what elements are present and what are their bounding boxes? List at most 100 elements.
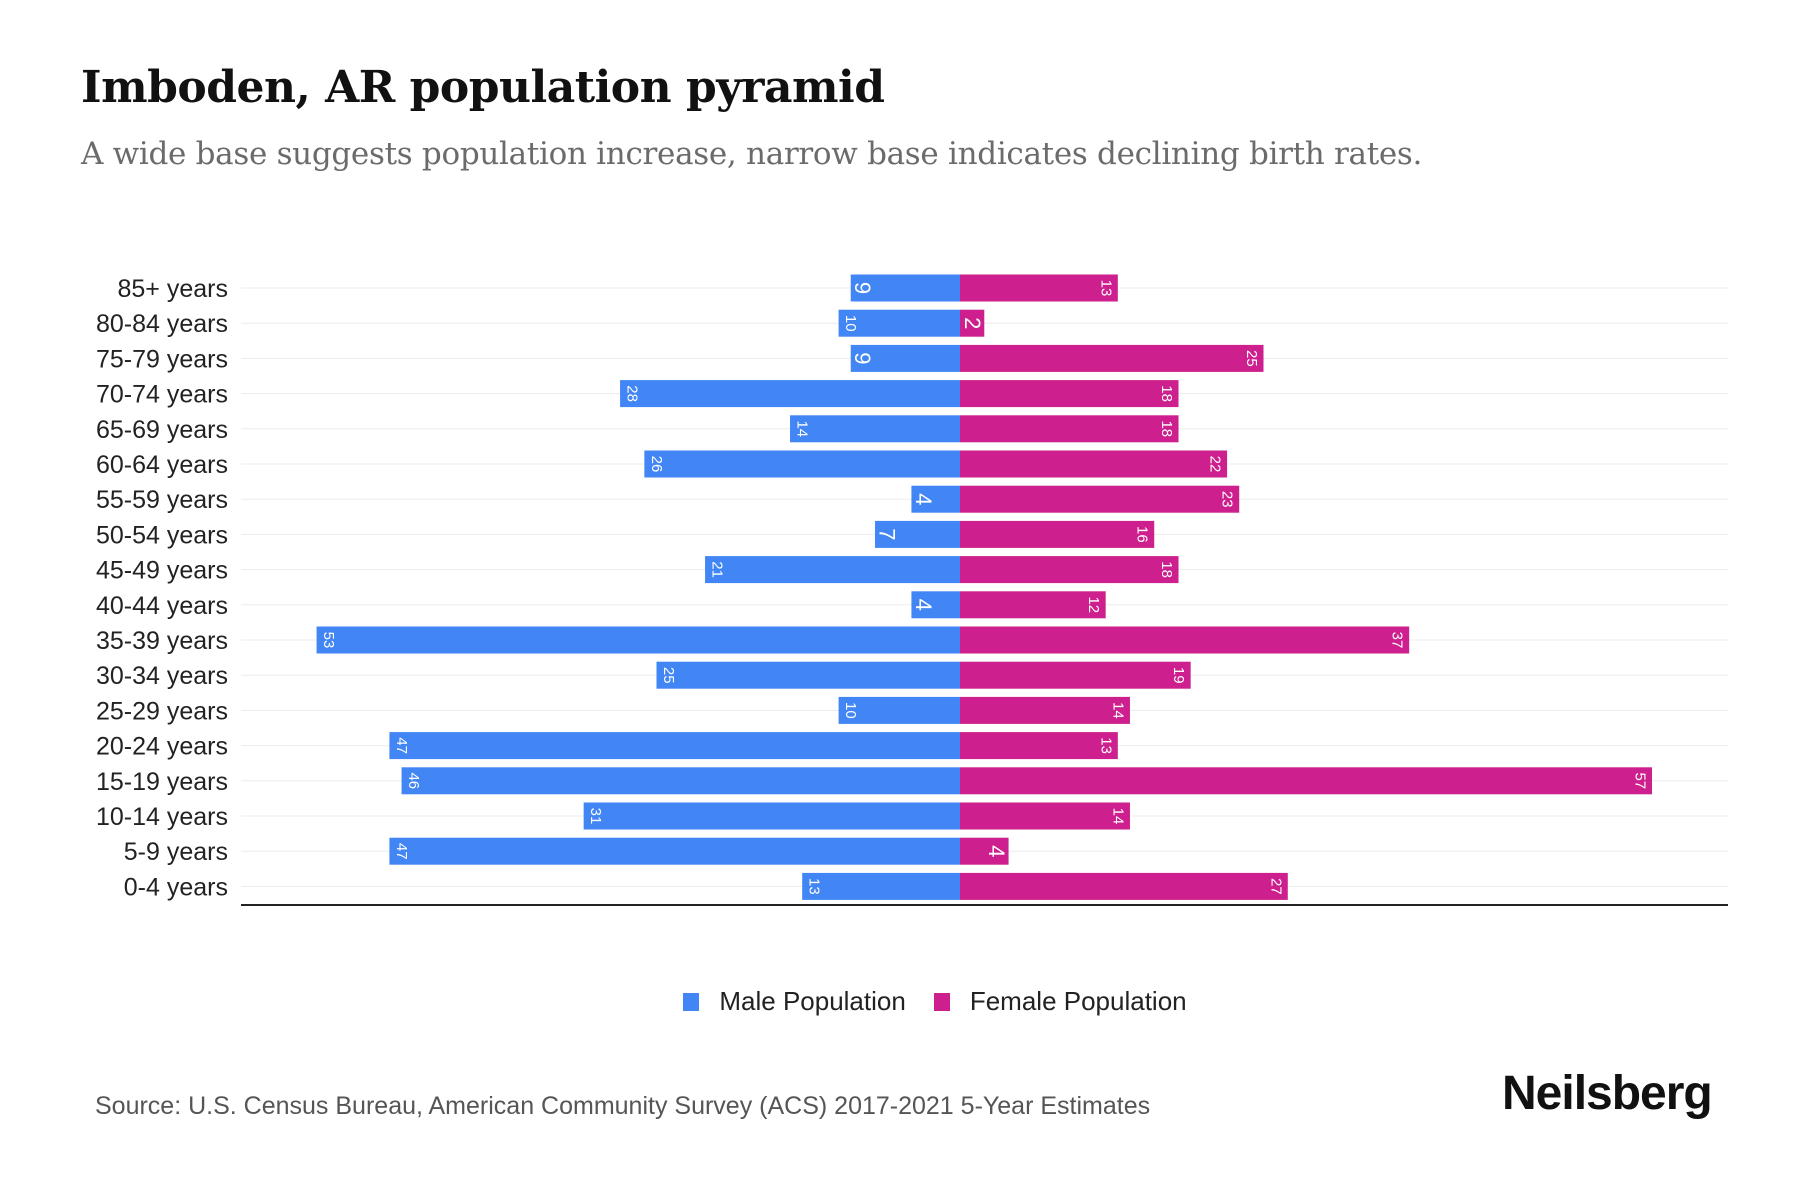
male-bar — [583, 802, 960, 830]
female-bar — [960, 767, 1652, 795]
male-value-label: 4 — [911, 599, 936, 611]
female-bar — [960, 274, 1118, 302]
female-bar — [960, 732, 1118, 760]
legend-item-male[interactable]: Male Population — [683, 986, 906, 1017]
female-value-label: 57 — [1631, 772, 1648, 789]
age-group-label: 0-4 years — [124, 873, 228, 901]
male-value-label: 47 — [393, 737, 410, 754]
age-group-label: 35-39 years — [96, 627, 228, 655]
male-value-label: 47 — [393, 843, 410, 860]
female-value-label: 2 — [960, 317, 985, 329]
neilsberg-logo: Neilsberg — [1502, 1067, 1713, 1120]
female-bar — [960, 380, 1179, 408]
female-value-label: 14 — [1109, 702, 1126, 719]
legend-item-female[interactable]: Female Population — [933, 986, 1187, 1017]
male-bar — [620, 380, 960, 408]
female-value-label: 22 — [1207, 456, 1224, 473]
female-bar — [960, 696, 1130, 724]
female-bar — [960, 450, 1228, 478]
legend-label-female: Female Population — [969, 986, 1187, 1016]
male-value-label: 10 — [842, 702, 859, 719]
male-bar — [389, 732, 960, 760]
age-group-label: 30-34 years — [96, 662, 228, 690]
age-group-label: 5-9 years — [124, 838, 228, 866]
male-value-label: 10 — [842, 315, 859, 332]
age-group-label: 75-79 years — [96, 345, 228, 373]
female-bar — [960, 837, 1009, 865]
female-value-label: 16 — [1134, 526, 1151, 543]
female-value-label: 13 — [1097, 737, 1114, 754]
source-note: Source: U.S. Census Bureau, American Com… — [95, 1092, 1151, 1120]
female-bar — [960, 485, 1240, 513]
female-value-label: 23 — [1219, 491, 1236, 508]
female-bar — [960, 661, 1191, 689]
legend-swatch-female — [933, 992, 950, 1011]
legend: Male Population Female Population — [0, 986, 1800, 1017]
male-bar — [389, 837, 960, 865]
male-bar — [838, 309, 960, 337]
male-bar — [644, 450, 960, 478]
age-group-label: 20-24 years — [96, 733, 228, 761]
female-value-label: 27 — [1267, 878, 1284, 895]
male-bar — [875, 520, 960, 548]
male-bar — [790, 415, 960, 443]
female-value-label: 12 — [1085, 596, 1102, 613]
age-group-label: 65-69 years — [96, 416, 228, 444]
male-bar — [838, 696, 960, 724]
female-bar — [960, 872, 1288, 900]
male-value-label: 9 — [850, 282, 875, 294]
female-value-label: 14 — [1109, 808, 1126, 825]
female-bar — [960, 415, 1179, 443]
male-value-label: 9 — [850, 352, 875, 364]
age-group-label: 50-54 years — [96, 521, 228, 549]
female-bar — [960, 626, 1410, 654]
male-value-label: 13 — [806, 878, 823, 895]
male-value-label: 28 — [624, 385, 641, 402]
male-value-label: 31 — [587, 808, 604, 825]
age-group-label: 15-19 years — [96, 768, 228, 796]
age-group-label: 25-29 years — [96, 697, 228, 725]
male-bar — [401, 767, 960, 795]
age-group-label: 85+ years — [118, 275, 229, 303]
male-value-label: 7 — [875, 528, 900, 540]
female-bar — [960, 520, 1155, 548]
female-value-label: 18 — [1158, 561, 1175, 578]
male-value-label: 46 — [405, 772, 422, 789]
chart-title: Imboden, AR population pyramid — [81, 62, 885, 113]
male-value-label: 4 — [911, 493, 936, 505]
age-group-label: 70-74 years — [96, 381, 228, 409]
male-value-label: 53 — [320, 632, 337, 649]
age-group-label: 60-64 years — [96, 451, 228, 479]
female-value-label: 19 — [1170, 667, 1187, 684]
male-value-label: 14 — [794, 420, 811, 437]
female-value-label: 37 — [1389, 632, 1406, 649]
age-group-label: 80-84 years — [96, 310, 228, 338]
age-group-label: 10-14 years — [96, 803, 228, 831]
female-value-label: 18 — [1158, 420, 1175, 437]
female-bar — [960, 344, 1264, 372]
male-value-label: 25 — [660, 667, 677, 684]
male-bar — [705, 556, 960, 584]
age-group-label: 55-59 years — [96, 486, 228, 514]
female-value-label: 13 — [1097, 280, 1114, 297]
female-bar — [960, 556, 1179, 584]
female-value-label: 18 — [1158, 385, 1175, 402]
age-group-label: 40-44 years — [96, 592, 228, 620]
female-value-label: 4 — [984, 845, 1009, 857]
male-bar — [656, 661, 960, 689]
male-bar — [802, 872, 960, 900]
chart-subtitle: A wide base suggests population increase… — [81, 136, 1423, 172]
female-bar — [960, 309, 985, 337]
female-bar — [960, 802, 1130, 830]
male-bar — [850, 344, 960, 372]
male-bar — [316, 626, 961, 654]
male-bar — [850, 274, 960, 302]
legend-swatch-male — [683, 992, 700, 1011]
legend-label-male: Male Population — [719, 986, 906, 1016]
age-group-label: 45-49 years — [96, 557, 228, 585]
female-bar — [960, 591, 1106, 619]
male-bar — [911, 591, 960, 619]
male-value-label: 26 — [648, 456, 665, 473]
